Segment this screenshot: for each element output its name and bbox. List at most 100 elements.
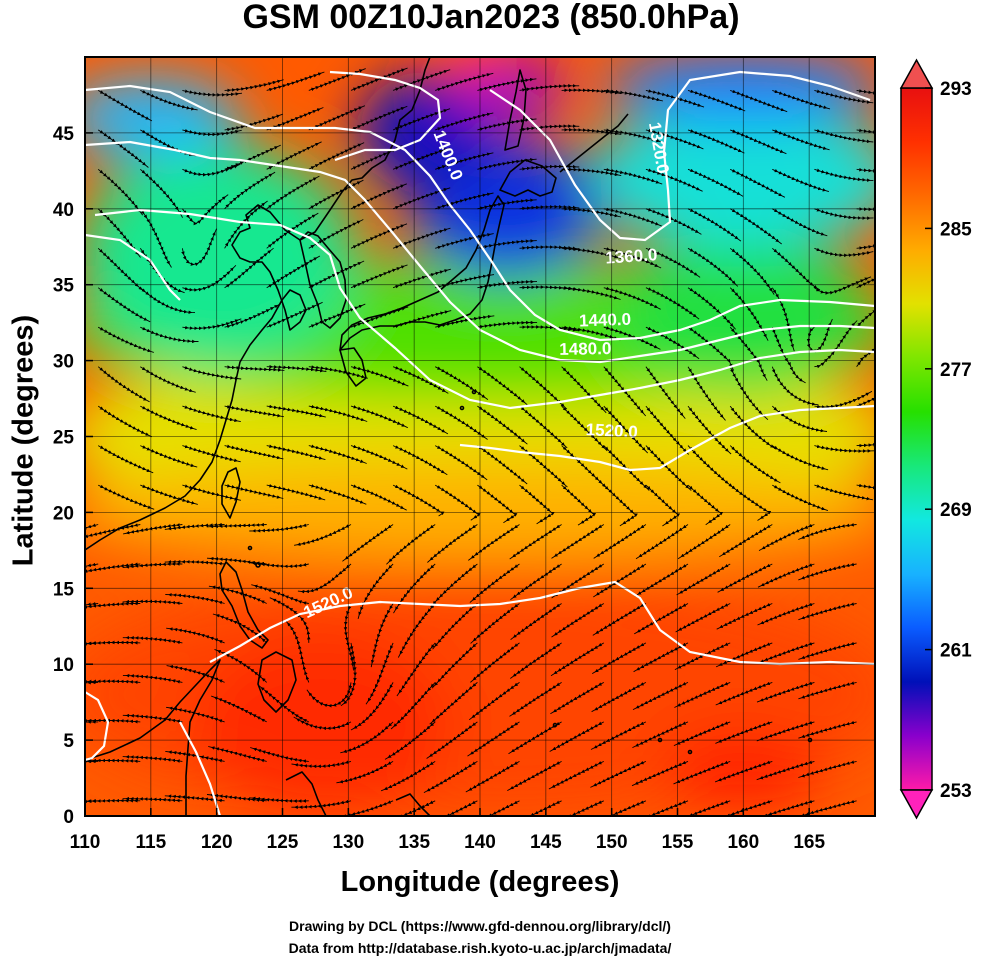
streamline <box>561 405 608 452</box>
streamline <box>687 445 735 490</box>
streamline <box>343 603 355 671</box>
streamline <box>687 484 724 526</box>
contour-line <box>85 84 875 342</box>
streamline <box>687 247 739 287</box>
contour-label: 1360.0 <box>605 245 658 268</box>
streamline <box>435 233 494 250</box>
streamline <box>603 405 649 454</box>
streamline <box>181 228 218 267</box>
streamline <box>856 439 875 448</box>
streamline <box>182 365 242 381</box>
streamline <box>772 89 831 110</box>
streamline <box>856 167 875 174</box>
streamline <box>814 484 873 501</box>
streamline <box>856 128 875 136</box>
streamline <box>384 721 436 760</box>
streamline <box>435 152 494 171</box>
streamline <box>427 524 478 563</box>
streamline <box>214 648 268 683</box>
streamline <box>856 380 875 407</box>
streamline <box>645 366 686 419</box>
y-tick-label: 30 <box>53 352 74 373</box>
x-tick-label: 115 <box>136 832 167 853</box>
streamline <box>468 682 520 721</box>
colorbar-min-extension <box>899 789 934 820</box>
streamline <box>677 524 731 560</box>
streamline <box>856 264 875 289</box>
streamline <box>814 320 858 369</box>
streamline <box>386 524 436 565</box>
streamline <box>342 524 394 562</box>
streamline <box>814 208 874 220</box>
streamline <box>468 524 520 561</box>
streamline <box>798 681 857 700</box>
y-tick-label: 10 <box>53 655 74 676</box>
y-tick-label: 0 <box>63 807 74 828</box>
streamline <box>519 124 580 132</box>
streamline <box>635 524 689 560</box>
streamline <box>140 405 197 431</box>
y-tick-label: 25 <box>53 428 75 449</box>
streamline <box>477 157 537 171</box>
streamline <box>645 484 681 527</box>
streamline <box>211 695 267 723</box>
colorbar-label: 269 <box>940 500 972 521</box>
streamline <box>814 89 874 104</box>
streamline <box>182 444 241 463</box>
streamline <box>293 716 352 731</box>
streamline <box>477 366 528 406</box>
map-plot-area[interactable]: 1400.0 1320.01360.01440.01480.01520.01520… <box>38 52 916 828</box>
streamline <box>350 306 409 328</box>
streamline <box>477 239 537 250</box>
streamline <box>798 641 857 660</box>
streamline <box>814 168 874 182</box>
streamline <box>140 484 198 505</box>
streamline <box>139 208 172 268</box>
streamline <box>97 405 152 438</box>
streamline <box>856 236 875 250</box>
streamline <box>798 562 857 581</box>
streamline <box>519 164 580 171</box>
contour-line <box>94 208 875 410</box>
contour-label: 1480.0 <box>559 339 611 359</box>
streamline <box>593 524 647 559</box>
streamline <box>251 584 309 605</box>
streamline <box>140 89 198 111</box>
streamline <box>97 287 151 323</box>
streamline <box>140 366 196 393</box>
streamline <box>294 524 352 546</box>
streamline <box>729 247 775 295</box>
streamline <box>182 89 243 97</box>
streamline <box>97 366 150 403</box>
streamline <box>798 760 857 778</box>
streamline <box>645 445 692 491</box>
streamline <box>392 268 451 289</box>
streamline <box>467 721 520 757</box>
x-tick-label: 145 <box>530 832 562 853</box>
streamline <box>392 108 451 131</box>
streamline <box>477 117 537 131</box>
streamline <box>434 484 481 521</box>
streamline <box>140 326 199 344</box>
streamline <box>297 563 352 594</box>
streamline <box>519 84 580 92</box>
streamline <box>729 445 781 484</box>
streamline <box>814 247 874 258</box>
streamline <box>798 602 857 621</box>
streamline <box>519 484 555 525</box>
x-tick-label: 130 <box>332 832 364 853</box>
streamline <box>687 287 736 330</box>
streamline <box>551 524 605 559</box>
streamline <box>799 799 857 816</box>
streamline <box>477 279 538 289</box>
streamline <box>519 405 568 449</box>
streamline <box>477 77 537 92</box>
coastline-kurils <box>559 113 629 173</box>
streamline <box>266 175 320 210</box>
streamline <box>798 720 857 739</box>
streamline <box>509 524 562 560</box>
colorbar-label: 277 <box>940 360 972 381</box>
streamline <box>97 168 144 216</box>
streamline <box>477 445 528 485</box>
colorbar: 293 285 277 269 261 253 <box>899 58 972 820</box>
